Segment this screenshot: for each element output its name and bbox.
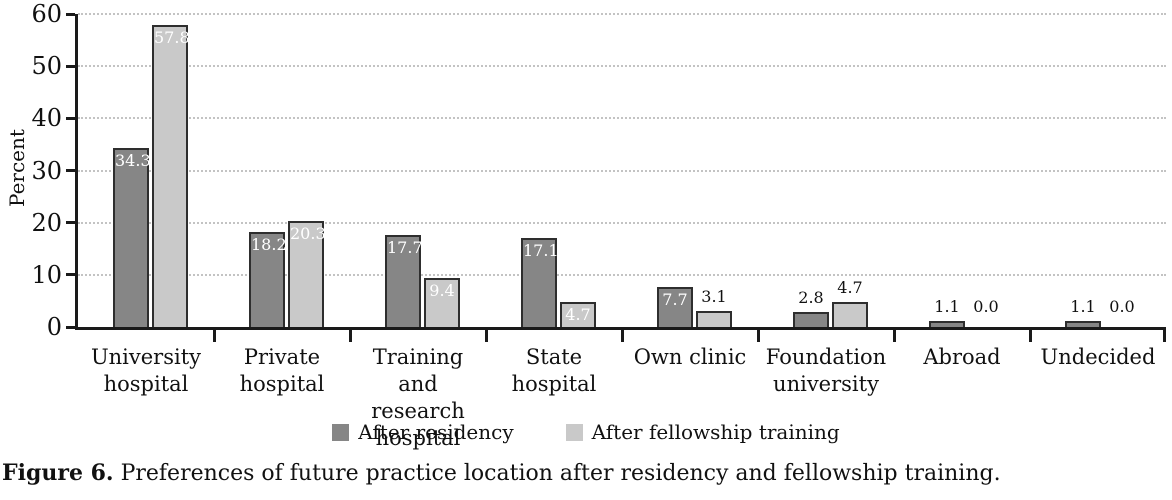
bar-value-label: 1.1 [1070,297,1096,316]
bar-value-label: 0.0 [973,297,999,316]
y-tick-30 [66,169,75,172]
plot-area: 34.3 18.2 17.7 17.1 7.7 2.8 1.1 1.1 57.8 20.3 9.4 4… [66,12,1166,342]
bar-value-label: 7.7 [662,289,688,309]
bar-after-residency-3: 17.1 [521,237,559,327]
gridline-20 [78,221,1166,224]
category-label-2: Training and research hospital [371,345,465,450]
bar-value-label: 34.3 [115,151,151,171]
legend-swatch-after-fellowship [565,423,583,441]
legend-label-after-residency: After residency [358,420,514,444]
bar-value-label: 17.7 [387,237,423,257]
y-tick-label-10: 10 [31,260,62,289]
bar-value-label: 3.1 [701,286,727,306]
bar-value-label: 4.7 [565,305,591,325]
bar-after-fellowship-5 [832,302,868,327]
y-tick-label-20: 20 [31,208,62,237]
bar-after-residency-6 [929,321,965,327]
x-tick-1 [212,330,216,342]
category-label-4: Own clinic [633,345,747,369]
category-label-5: Foundation university [765,345,887,396]
bar-after-residency-2: 17.7 [385,234,423,327]
bar-value-label: 2.8 [798,288,824,308]
x-tick-4 [620,330,624,342]
gridline-50 [78,65,1166,68]
gridline-60 [78,13,1166,15]
legend-label-after-fellowship: After fellowship training [591,420,840,444]
bar-value-label: 17.1 [523,240,559,260]
bar-value-label: 9.4 [429,280,455,300]
y-tick-40 [66,116,75,120]
y-tick-label-50: 50 [31,52,62,81]
bar-after-fellowship-1: 20.3 [288,221,326,327]
bar-after-residency-4: 7.7 [657,286,693,327]
bar-after-fellowship-0: 57.8 [152,25,190,327]
category-label-1: Private hospital [239,345,325,396]
figure-caption: Figure 6. Preferences of future practice… [2,458,1001,489]
y-tick-label-40: 40 [31,104,62,133]
x-tick-5 [756,330,760,342]
gridline-30 [78,169,1166,172]
bar-after-residency-0: 34.3 [113,148,151,327]
bar-after-fellowship-2: 9.4 [424,277,460,327]
x-tick-2 [348,330,352,342]
y-axis-tick-labels: 0 10 20 30 40 50 60 [0,0,66,341]
bar-after-residency-1: 18.2 [249,232,287,327]
y-tick-label-0: 0 [46,313,62,341]
y-tick-0 [66,325,75,329]
bar-value-label: 1.1 [934,297,960,316]
x-tick-8 [1163,330,1166,342]
gridline-10 [78,273,1166,276]
bar-after-fellowship-3: 4.7 [560,302,596,327]
y-tick-20 [66,221,75,225]
bar-value-label: 0.0 [1109,297,1135,316]
bar-value-label: 20.3 [290,224,326,244]
legend-swatch-after-residency [332,423,350,441]
y-tick-10 [66,273,75,277]
caption-text: Preferences of future practice location … [113,461,1001,486]
y-tick-60 [66,12,75,16]
caption-figure-number: Figure 6. [2,460,114,486]
legend-item-after-residency: After residency [332,420,514,444]
category-label-0: University hospital [90,345,202,396]
bar-value-label: 18.2 [251,235,287,255]
bar-value-label: 4.7 [837,278,863,298]
legend-item-after-fellowship: After fellowship training [565,420,840,444]
y-tick-label-30: 30 [31,156,62,185]
y-tick-50 [66,64,75,68]
bar-value-label: 57.8 [154,28,190,48]
gridline-40 [78,117,1166,120]
bar-after-residency-5 [793,312,829,327]
x-tick-3 [484,330,488,342]
category-label-6: Abroad [923,345,1001,369]
legend: After residency After fellowship trainin… [0,420,1172,444]
x-tick-6 [892,330,896,342]
y-tick-label-60: 60 [31,0,62,28]
category-label-7: Undecided [1040,345,1156,369]
bar-after-fellowship-4 [696,310,732,327]
bar-after-residency-7 [1065,321,1101,327]
x-tick-7 [1028,330,1032,342]
category-label-3: State hospital [511,345,597,396]
